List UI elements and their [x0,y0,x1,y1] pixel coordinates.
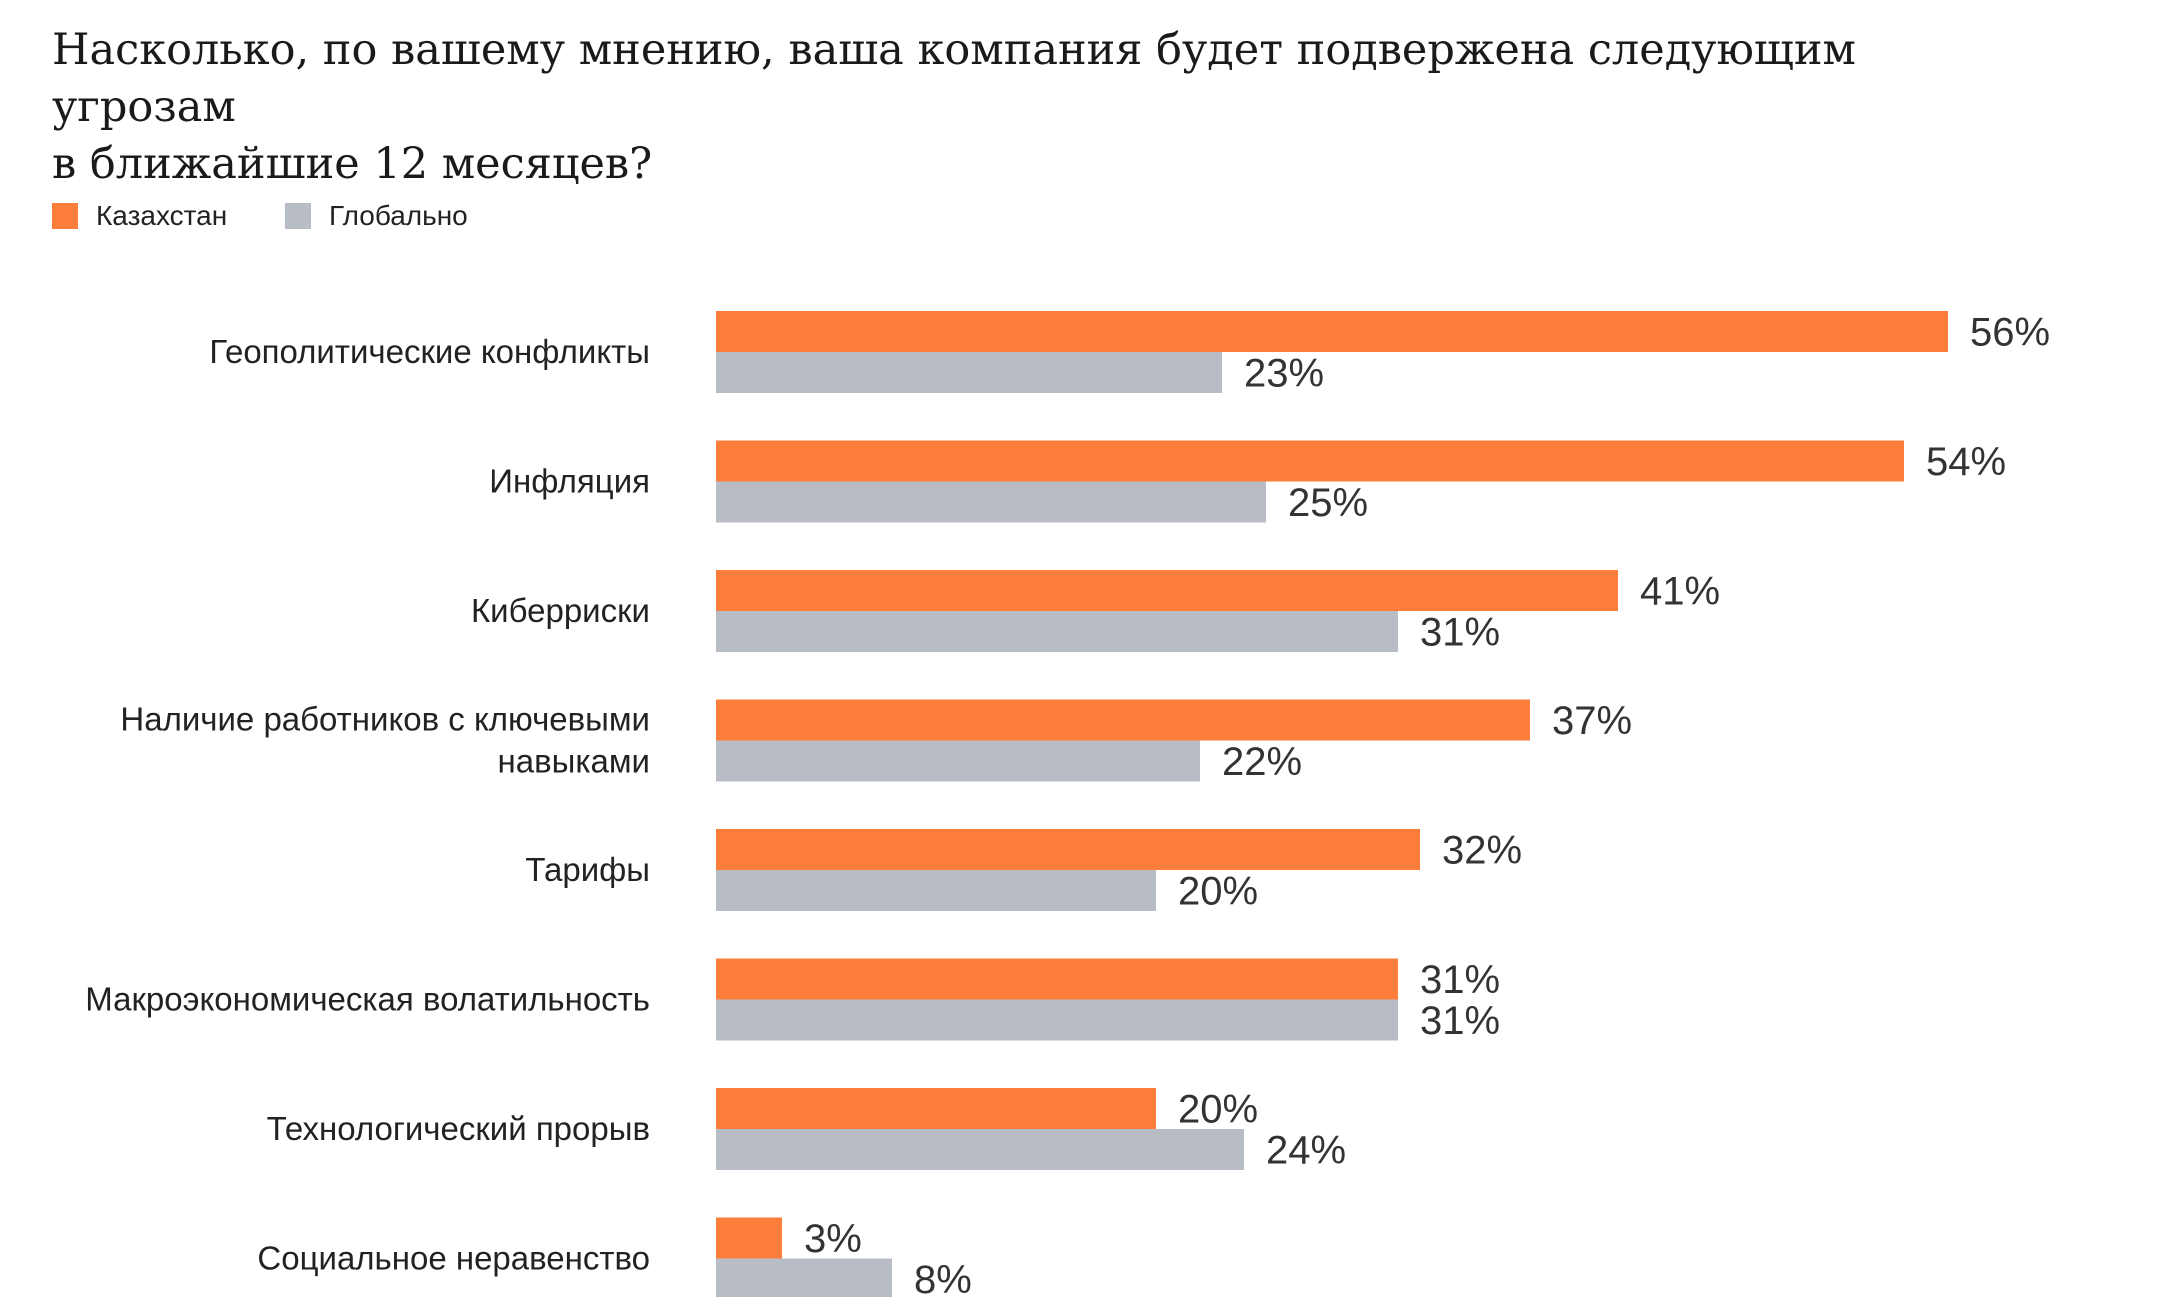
category-label: Социальное неравенство [257,1240,650,1277]
legend-swatch-global [285,203,311,229]
category-label: Геополитические конфликты [209,333,650,370]
bar-kazakhstan [716,311,1948,352]
category-label-line: Тарифы [525,851,650,888]
legend-item-kazakhstan: Казахстан [52,200,227,232]
category-label: Киберриски [471,592,650,629]
category-label: Наличие работников с ключевыми навыками [120,701,650,780]
category-label: Технологический прорыв [267,1110,650,1147]
category-label: Тарифы [525,851,650,888]
data-label-kazakhstan: 56% [1970,311,2050,355]
bar-global [716,740,1200,782]
data-label-global: 8% [914,1258,972,1297]
data-label-global: 31% [1420,999,1500,1043]
data-label-kazakhstan: 37% [1552,699,1632,743]
bar-global [716,481,1266,523]
bar-kazakhstan [716,958,1398,1000]
category-label: Инфляция [489,463,650,500]
data-label-kazakhstan: 20% [1178,1088,1258,1132]
bar-global [716,611,1398,652]
chart-title-line-2: в ближайшие 12 месяцев? [52,139,653,189]
data-label-global: 23% [1244,352,1324,396]
legend-label-global: Глобально [329,200,468,231]
bar-global [716,1258,892,1297]
category-label-line: Наличие работников с ключевыми [120,701,650,738]
category-label-line: Социальное неравенство [257,1240,650,1277]
category-label: Макроэкономическая волатильность [85,981,650,1018]
category-label-line: Макроэкономическая волатильность [85,981,650,1018]
chart-title-line-1: Насколько, по вашему мнению, ваша компан… [52,25,1856,132]
category-label-line: Инфляция [489,463,650,500]
bar-kazakhstan [716,829,1420,870]
chart-title: Насколько, по вашему мнению, ваша компан… [52,22,2052,193]
data-label-kazakhstan: 54% [1926,440,2006,484]
bar-kazakhstan [716,570,1618,611]
category-label-line: Технологический прорыв [267,1110,650,1147]
category-label-line: Геополитические конфликты [209,333,650,370]
data-label-global: 24% [1266,1129,1346,1173]
category-label-line: навыками [498,743,650,780]
data-label-kazakhstan: 32% [1442,829,1522,873]
legend-item-global: Глобально [285,200,468,232]
legend-swatch-kazakhstan [52,203,78,229]
bar-global [716,870,1156,911]
bar-kazakhstan [716,440,1904,482]
data-label-global: 22% [1222,740,1302,784]
data-label-kazakhstan: 3% [804,1217,862,1261]
legend-label-kazakhstan: Казахстан [96,200,228,231]
bar-kazakhstan [716,1217,782,1259]
bar-kazakhstan [716,699,1530,741]
category-label-line: Киберриски [471,592,650,629]
bar-global [716,999,1398,1041]
data-label-kazakhstan: 41% [1640,570,1720,614]
data-label-global: 20% [1178,870,1258,914]
bar-global [716,352,1222,393]
data-label-global: 31% [1420,611,1500,655]
bar-global [716,1129,1244,1170]
data-label-global: 25% [1288,481,1368,525]
data-label-kazakhstan: 31% [1420,958,1500,1002]
bar-kazakhstan [716,1088,1156,1129]
